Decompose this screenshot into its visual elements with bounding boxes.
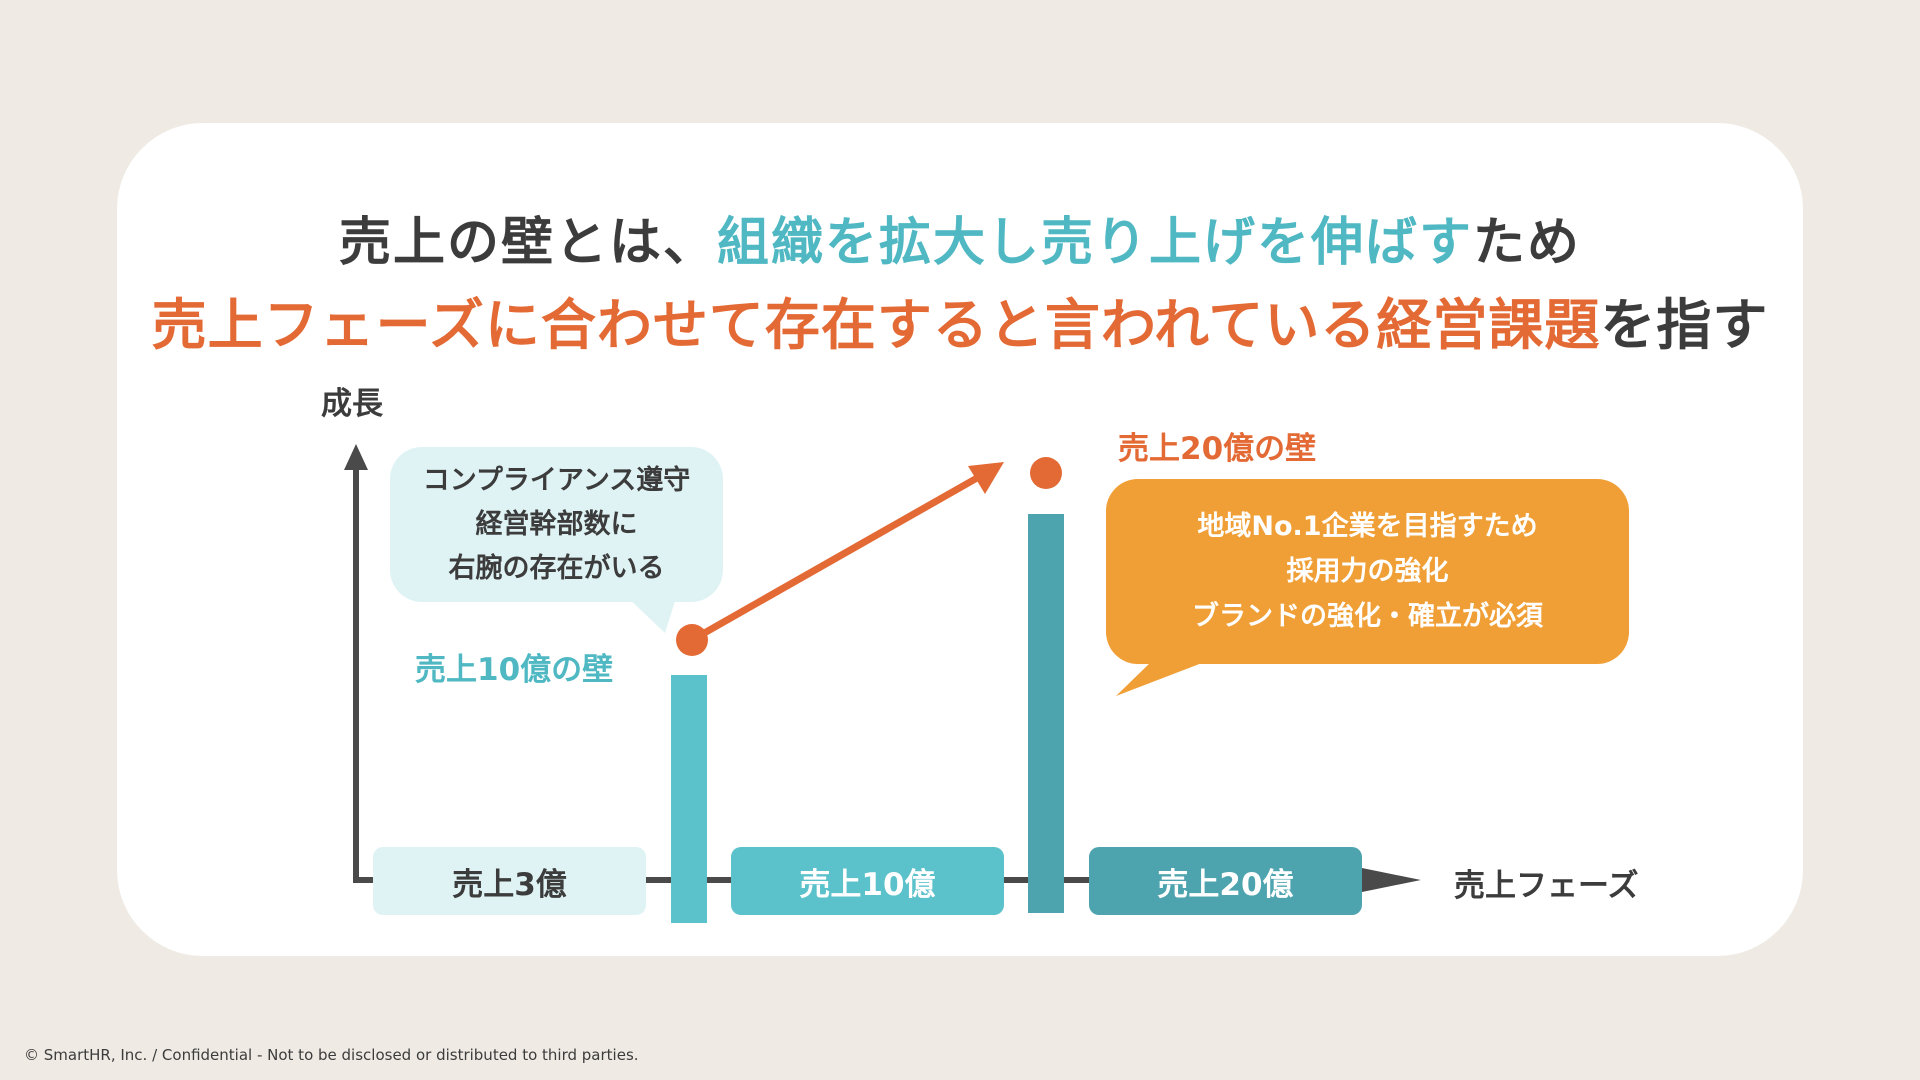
bubble-left-line: 右腕の存在がいる bbox=[448, 552, 665, 584]
headline-line-2: 売上フェーズに合わせて存在すると言われている経営課題を指す bbox=[0, 280, 1920, 360]
phase-box-10oku: 売上10億 bbox=[731, 847, 1004, 915]
wall-10-pillar bbox=[671, 675, 707, 923]
x-axis-label: 売上フェーズ bbox=[1454, 868, 1639, 904]
growth-arrow-head bbox=[968, 462, 1004, 494]
bubble-left-tail bbox=[628, 598, 676, 633]
y-axis-arrowhead bbox=[344, 444, 368, 470]
headline-1-part-1: 売上の壁とは、 bbox=[338, 213, 717, 273]
x-axis-arrowhead bbox=[1362, 868, 1421, 892]
wall-20-marker bbox=[1030, 457, 1062, 489]
wall-10-marker bbox=[676, 624, 708, 656]
bubble-left-line: コンプライアンス遵守 bbox=[422, 464, 691, 496]
phase-box-20oku: 売上20億 bbox=[1089, 847, 1362, 915]
headline-line-1: 売上の壁とは、組織を拡大し売り上げを伸ばすため bbox=[0, 200, 1920, 275]
wall-10-label: 売上10億の壁 bbox=[415, 652, 614, 688]
headline-2-part-2: を指す bbox=[1600, 293, 1769, 357]
bubble-right-line: ブランドの強化・確立が必須 bbox=[1192, 601, 1543, 632]
y-axis-label: 成長 bbox=[321, 386, 383, 422]
headline-2-highlight: 売上フェーズに合わせて存在すると言われている経営課題 bbox=[151, 293, 1601, 357]
bubble-right-line: 採用力の強化 bbox=[1286, 556, 1449, 587]
wall-20-pillar bbox=[1028, 514, 1064, 913]
speech-bubble-right: 地域No.1企業を目指すため 採用力の強化 ブランドの強化・確立が必須 bbox=[1106, 479, 1629, 664]
phase-box-3oku: 売上3億 bbox=[373, 847, 646, 915]
headline-1-highlight: 組織を拡大し売り上げを伸ばす bbox=[716, 213, 1473, 273]
bubble-right-tail bbox=[1116, 658, 1215, 696]
wall-20-label: 売上20億の壁 bbox=[1118, 431, 1317, 467]
bubble-left-line: 経営幹部数に bbox=[475, 508, 638, 540]
headline-1-part-3: ため bbox=[1473, 213, 1582, 273]
bubble-right-line: 地域No.1企業を目指すため bbox=[1197, 511, 1538, 542]
footer-copyright: © SmartHR, Inc. / Confidential - Not to … bbox=[24, 1046, 639, 1064]
speech-bubble-left: コンプライアンス遵守 経営幹部数に 右腕の存在がいる bbox=[390, 447, 723, 602]
growth-arrow-line bbox=[690, 474, 979, 644]
